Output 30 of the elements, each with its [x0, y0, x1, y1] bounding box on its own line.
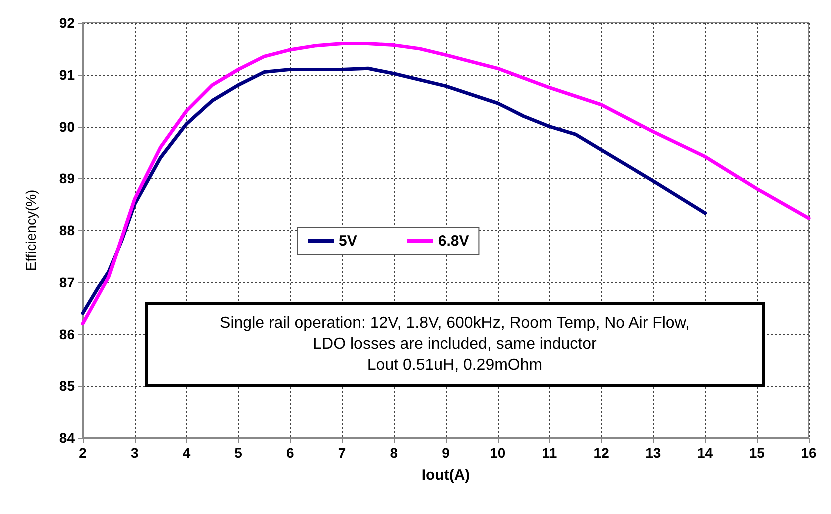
x-tick-label: 15: [749, 445, 766, 461]
x-tick-label: 16: [801, 445, 817, 461]
y-tick-label: 88: [59, 222, 76, 238]
y-axis-title: Efficiency(%): [23, 190, 39, 272]
x-tick-label: 2: [79, 445, 88, 461]
y-tick-label: 84: [59, 430, 76, 446]
line-series: [81, 66, 708, 316]
y-tick-label: 86: [59, 326, 76, 342]
y-tick-label: 91: [59, 66, 76, 83]
x-tick-label: 12: [594, 445, 610, 461]
legend-label: 6.8V: [438, 233, 470, 250]
note-box: Single rail operation: 12V, 1.8V, 600kHz, Room Temp, No Air Flow, LDO losses are included, same inductor Lout 0.51uH, 0.29mOhm: [145, 302, 765, 387]
x-tick-label: 5: [234, 445, 243, 461]
x-tick-label: 6: [286, 445, 295, 461]
x-tick-label: 9: [442, 445, 450, 461]
x-tick-label: 11: [542, 445, 558, 461]
x-tick-label: 3: [130, 445, 139, 461]
x-tick-label: 7: [338, 445, 346, 461]
x-axis-title: Iout(A): [422, 467, 470, 484]
x-tick-label: 8: [390, 445, 398, 461]
y-tick-label: 89: [59, 170, 76, 187]
x-tick-label: 14: [697, 445, 714, 461]
y-tick-label: 90: [59, 118, 76, 135]
x-tick-label: 13: [646, 445, 662, 461]
y-tick-label: 85: [59, 378, 76, 394]
x-tick-label: 10: [490, 445, 506, 461]
y-tick-label: 87: [59, 274, 76, 290]
y-tick-label: 92: [59, 15, 76, 31]
x-tick-label: 4: [182, 445, 191, 461]
legend-label: 5V: [339, 233, 358, 250]
